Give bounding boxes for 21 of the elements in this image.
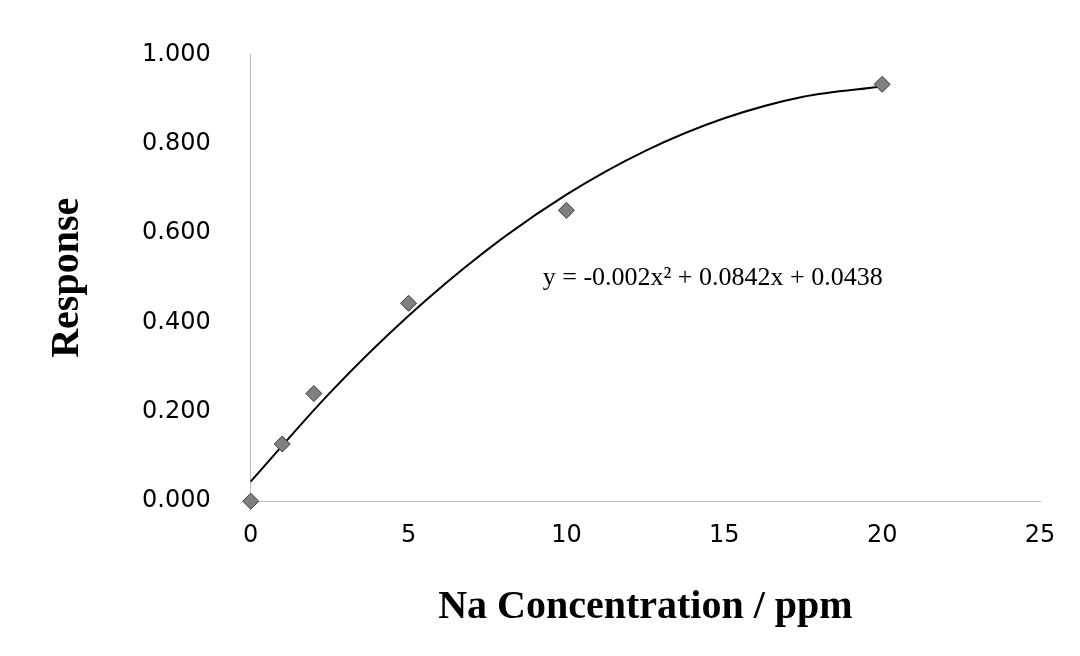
annotation: y = -0.002x² + 0.0842x + 0.0438 [542, 261, 883, 291]
point [273, 435, 291, 453]
x-tick-label: 20 [866, 519, 898, 548]
x-tick-label: 5 [400, 519, 417, 548]
point [873, 75, 891, 93]
y-tick-label: 1.000 [141, 38, 211, 67]
y-tick-label: 0.000 [141, 485, 211, 514]
y-tick-label: 0.400 [141, 306, 211, 335]
point [242, 492, 260, 510]
x-tick-label: 25 [1024, 519, 1056, 548]
point [557, 201, 575, 219]
y-tick-label: 0.600 [141, 217, 211, 246]
y-tick-label: 0.200 [141, 396, 211, 425]
x-tick-label: 0 [243, 519, 259, 548]
x-tick-label: 10 [551, 519, 582, 548]
y-axis-title: Response [42, 197, 88, 358]
x-axis-title: Na Concentration / ppm [438, 582, 853, 628]
y-tick-label: 0.800 [141, 127, 211, 156]
point [400, 294, 418, 312]
point [305, 385, 323, 403]
x-tick-label: 15 [709, 519, 740, 548]
